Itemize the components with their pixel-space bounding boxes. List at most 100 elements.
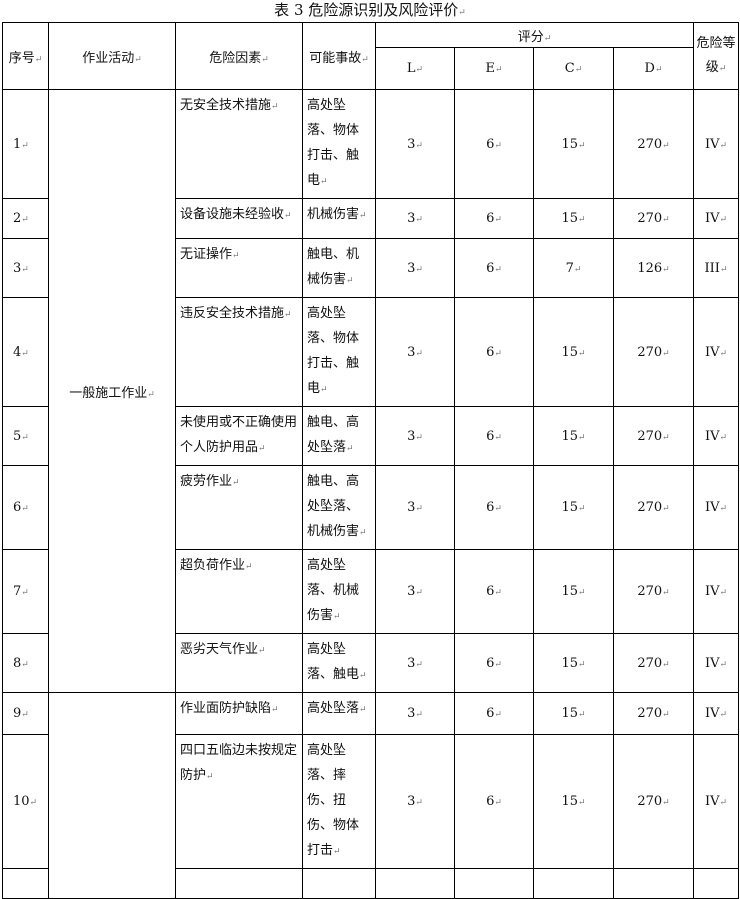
cell-level: IV	[693, 692, 739, 735]
cell-accident: 触电、机械伤害	[302, 238, 376, 298]
header-activity: 作业活动	[48, 22, 176, 90]
cell-e: 6	[454, 633, 534, 693]
header-no: 序号	[2, 22, 49, 90]
cell-c: 15	[533, 549, 614, 634]
table-row: 1一般施工作业无安全技术措施高处坠落、物体打击、触电3615270IV	[2, 89, 739, 693]
cell-level: IV	[693, 406, 739, 466]
cell-accident: 高处坠落、摔伤、扭伤、物体打击	[302, 734, 376, 869]
cell-level: IV	[693, 297, 739, 407]
cell-d: 270	[613, 297, 694, 407]
cell-factor: 四口五临边未按规定防护	[175, 734, 303, 869]
cell-no: 3	[2, 238, 49, 298]
cell-accident: 高处坠落	[302, 692, 376, 735]
cell-no: 9	[2, 692, 49, 735]
cell-d: 270	[613, 198, 694, 239]
cell-e: 6	[454, 238, 534, 298]
cell-accident: 高处坠落、触电	[302, 633, 376, 693]
cell-factor: 违反安全技术措施	[175, 297, 303, 407]
cell-level: IV	[693, 633, 739, 693]
cell-l: 3	[375, 633, 455, 693]
cell-factor: 超负荷作业	[175, 549, 303, 634]
cell-e: 6	[454, 89, 534, 199]
cell-factor: 未使用或不正确使用个人防护用品	[175, 406, 303, 466]
cell-e: 6	[454, 406, 534, 466]
cell-l: 3	[375, 465, 455, 550]
cell-factor: 设备设施未经验收	[175, 198, 303, 239]
cell-l: 3	[375, 89, 455, 199]
cell-c: 7	[533, 238, 614, 298]
cell-l: 3	[375, 734, 455, 869]
cell-e: 6	[454, 198, 534, 239]
cell-d: 270	[613, 734, 694, 869]
cell-no: 7	[2, 549, 49, 634]
cell-no: 4	[2, 297, 49, 407]
cell-no: 8	[2, 633, 49, 693]
cell-d: 270	[613, 692, 694, 735]
cell-d: 270	[613, 549, 694, 634]
cell-activity	[48, 692, 176, 899]
cell-accident: 机械伤害	[302, 198, 376, 239]
cell-e: 6	[454, 734, 534, 869]
cell-level: IV	[693, 734, 739, 869]
cell-e: 6	[454, 465, 534, 550]
cell-c: 15	[533, 198, 614, 239]
cell-level: IV	[693, 549, 739, 634]
cell-no: 6	[2, 465, 49, 550]
cell-c: 15	[533, 297, 614, 407]
table-row: 2 设备设施未经验收机械伤害3615270IV	[2, 198, 739, 239]
cell-factor: 无证操作	[175, 238, 303, 298]
cell-l: 3	[375, 406, 455, 466]
header-accident: 可能事故	[302, 22, 376, 90]
cell-no: 2	[2, 198, 49, 239]
cell-no: 10	[2, 734, 49, 869]
cell-factor: 恶劣天气作业	[175, 633, 303, 693]
cell-accident: 高处坠落、机械伤害	[302, 549, 376, 634]
cell-d: 270	[613, 406, 694, 466]
cell-d: 270	[613, 465, 694, 550]
cell-c: 15	[533, 734, 614, 869]
table-row: 8 恶劣天气作业高处坠落、触电3615270IV	[2, 633, 739, 693]
cell-accident: 高处坠落、物体打击、触电	[302, 297, 376, 407]
cell-accident: 触电、高处坠落、机械伤害	[302, 465, 376, 550]
cell-activity: 一般施工作业	[48, 89, 176, 693]
cell-c: 15	[533, 89, 614, 199]
cell-factor: 疲劳作业	[175, 465, 303, 550]
table-title: 表 3 危险源识别及风险评价	[0, 0, 740, 23]
cell-l: 3	[375, 692, 455, 735]
cell-c: 15	[533, 406, 614, 466]
cell-factor: 作业面防护缺陷	[175, 692, 303, 735]
cell-d: 270	[613, 633, 694, 693]
cell-level: IV	[693, 89, 739, 199]
cell-l: 3	[375, 198, 455, 239]
table-row: 4 违反安全技术措施高处坠落、物体打击、触电3615270IV	[2, 297, 739, 407]
cell-d: 126	[613, 238, 694, 298]
cell-c: 15	[533, 633, 614, 693]
cell-accident: 触电、高处坠落	[302, 406, 376, 466]
cell-l: 3	[375, 238, 455, 298]
header-factor: 危险因素	[175, 22, 303, 90]
header-level: 危险等级	[693, 22, 739, 90]
table-row: 6疲劳作业触电、高处坠落、机械伤害3615270IV	[2, 465, 739, 550]
cell-level: IV	[693, 465, 739, 550]
cell-c: 15	[533, 465, 614, 550]
table-row: 9 作业面防护缺陷高处坠落3615270IV	[2, 692, 739, 899]
header-L: L	[375, 47, 455, 90]
cell-c: 15	[533, 692, 614, 735]
header-score: 评分	[375, 22, 694, 48]
table-row: 7 超负荷作业高处坠落、机械伤害3615270IV	[2, 549, 739, 634]
cell-l: 3	[375, 297, 455, 407]
cell-e: 6	[454, 297, 534, 407]
header-C: C	[533, 47, 614, 90]
cell-e: 6	[454, 692, 534, 735]
table-row: 3无证操作触电、机械伤害367126III	[2, 238, 739, 298]
cell-e: 6	[454, 549, 534, 634]
cell-factor: 无安全技术措施	[175, 89, 303, 199]
header-D: D	[613, 47, 694, 90]
cell-d: 270	[613, 89, 694, 199]
cell-l: 3	[375, 549, 455, 634]
cell-level: IV	[693, 198, 739, 239]
cell-no: 5	[2, 406, 49, 466]
cell-no: 1	[2, 89, 49, 199]
risk-table: 序号 作业活动 危险因素 可能事故 评分 危险等级 L E C D 1一般施工作…	[2, 22, 739, 899]
header-E: E	[454, 47, 534, 90]
